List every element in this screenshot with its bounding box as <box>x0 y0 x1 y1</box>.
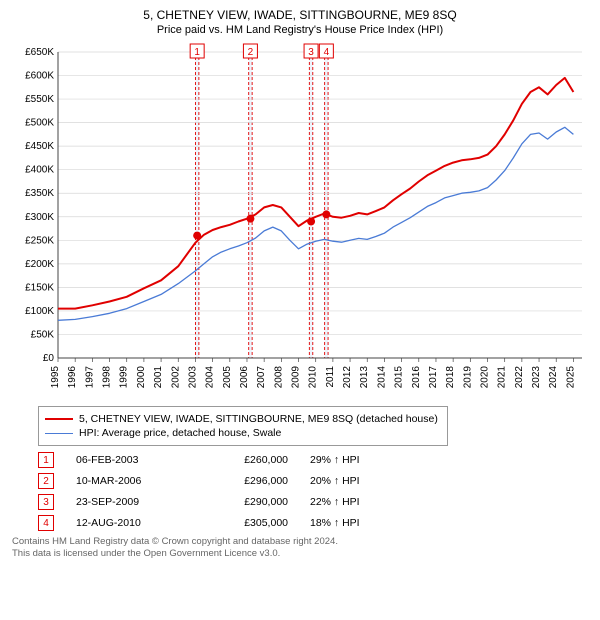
page-subtitle: Price paid vs. HM Land Registry's House … <box>10 24 590 36</box>
svg-text:2006: 2006 <box>239 366 250 389</box>
sale-number-box: 2 <box>38 473 54 489</box>
footer-line-2: This data is licensed under the Open Gov… <box>12 548 590 560</box>
sale-delta: 20% ↑ HPI <box>310 475 400 487</box>
svg-text:£300K: £300K <box>25 212 54 223</box>
svg-text:1997: 1997 <box>84 366 95 389</box>
svg-text:1: 1 <box>194 47 200 58</box>
sale-delta: 29% ↑ HPI <box>310 454 400 466</box>
svg-text:3: 3 <box>308 47 314 58</box>
svg-text:2010: 2010 <box>308 366 319 389</box>
svg-text:2000: 2000 <box>136 366 147 389</box>
legend-label: 5, CHETNEY VIEW, IWADE, SITTINGBOURNE, M… <box>79 413 438 425</box>
svg-text:1999: 1999 <box>119 366 130 389</box>
sale-price: £296,000 <box>208 475 288 487</box>
svg-text:2002: 2002 <box>170 366 181 389</box>
page-title: 5, CHETNEY VIEW, IWADE, SITTINGBOURNE, M… <box>10 8 590 22</box>
sale-number-box: 1 <box>38 452 54 468</box>
svg-text:1998: 1998 <box>102 366 113 389</box>
svg-text:1995: 1995 <box>50 366 61 389</box>
svg-text:£350K: £350K <box>25 188 54 199</box>
svg-text:2009: 2009 <box>291 366 302 389</box>
svg-text:2014: 2014 <box>376 366 387 389</box>
svg-text:2007: 2007 <box>256 366 267 389</box>
sale-date: 12-AUG-2010 <box>76 517 186 529</box>
svg-text:4: 4 <box>324 47 330 58</box>
sale-row: 1 06-FEB-2003 £260,000 29% ↑ HPI <box>38 452 590 468</box>
sale-date: 10-MAR-2006 <box>76 475 186 487</box>
svg-text:2: 2 <box>248 47 254 58</box>
sale-delta: 22% ↑ HPI <box>310 496 400 508</box>
svg-text:£550K: £550K <box>25 94 54 105</box>
sale-date: 06-FEB-2003 <box>76 454 186 466</box>
svg-text:£50K: £50K <box>31 329 55 340</box>
svg-text:£500K: £500K <box>25 118 54 129</box>
legend-row-hpi: HPI: Average price, detached house, Swal… <box>45 427 441 439</box>
svg-text:2022: 2022 <box>514 366 525 389</box>
sale-price: £305,000 <box>208 517 288 529</box>
sales-table: 1 06-FEB-2003 £260,000 29% ↑ HPI 2 10-MAR-200… <box>38 452 590 531</box>
legend-label: HPI: Average price, detached house, Swal… <box>79 427 281 439</box>
legend: 5, CHETNEY VIEW, IWADE, SITTINGBOURNE, M… <box>38 406 448 446</box>
svg-text:2013: 2013 <box>359 366 370 389</box>
legend-row-property: 5, CHETNEY VIEW, IWADE, SITTINGBOURNE, M… <box>45 413 441 425</box>
svg-text:2016: 2016 <box>411 366 422 389</box>
svg-text:2020: 2020 <box>480 366 491 389</box>
svg-text:£150K: £150K <box>25 282 54 293</box>
svg-text:£650K: £650K <box>25 47 54 58</box>
sale-price: £260,000 <box>208 454 288 466</box>
svg-text:2017: 2017 <box>428 366 439 389</box>
sale-number-box: 4 <box>38 515 54 531</box>
svg-text:2011: 2011 <box>325 366 336 388</box>
svg-text:2023: 2023 <box>531 366 542 389</box>
svg-text:£400K: £400K <box>25 165 54 176</box>
svg-text:2008: 2008 <box>273 366 284 389</box>
svg-text:2001: 2001 <box>153 366 164 389</box>
svg-text:£600K: £600K <box>25 71 54 82</box>
svg-text:2005: 2005 <box>222 366 233 389</box>
price-chart: £0 £50K £100K £150K £200K £250K £300K £350K £400… <box>10 42 590 402</box>
svg-text:2015: 2015 <box>394 366 405 389</box>
footer-line-1: Contains HM Land Registry data © Crown c… <box>12 536 590 548</box>
svg-text:2018: 2018 <box>445 366 456 389</box>
sale-row: 2 10-MAR-2006 £296,000 20% ↑ HPI <box>38 473 590 489</box>
legend-swatch <box>45 433 73 434</box>
svg-text:2003: 2003 <box>187 366 198 389</box>
sale-row: 4 12-AUG-2010 £305,000 18% ↑ HPI <box>38 515 590 531</box>
svg-text:£0: £0 <box>43 353 55 364</box>
sale-date: 23-SEP-2009 <box>76 496 186 508</box>
footer: Contains HM Land Registry data © Crown c… <box>12 536 590 561</box>
chart-svg: £0 £50K £100K £150K £200K £250K £300K £350K £400… <box>10 42 590 402</box>
sale-number-box: 3 <box>38 494 54 510</box>
svg-text:2004: 2004 <box>205 366 216 389</box>
sale-row: 3 23-SEP-2009 £290,000 22% ↑ HPI <box>38 494 590 510</box>
svg-text:2021: 2021 <box>497 366 508 389</box>
svg-text:£200K: £200K <box>25 259 54 270</box>
svg-text:1996: 1996 <box>67 366 78 389</box>
svg-text:2012: 2012 <box>342 366 353 389</box>
svg-text:£450K: £450K <box>25 141 54 152</box>
svg-text:2024: 2024 <box>548 366 559 389</box>
svg-text:2025: 2025 <box>565 366 576 389</box>
svg-text:£100K: £100K <box>25 306 54 317</box>
svg-text:2019: 2019 <box>462 366 473 389</box>
legend-swatch <box>45 418 73 420</box>
svg-text:£250K: £250K <box>25 235 54 246</box>
sale-delta: 18% ↑ HPI <box>310 517 400 529</box>
sale-price: £290,000 <box>208 496 288 508</box>
